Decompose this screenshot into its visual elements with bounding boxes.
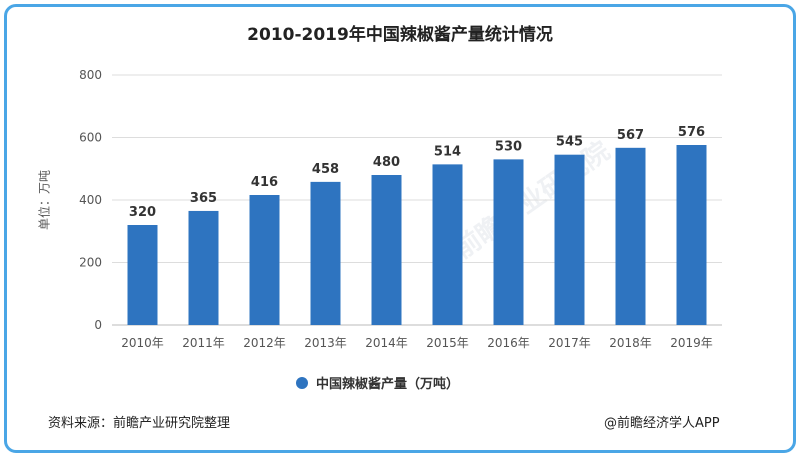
bar [676, 145, 707, 325]
y-tick-label: 800 [79, 68, 102, 82]
data-label: 365 [190, 191, 217, 206]
x-tick-label: 2019年 [670, 336, 713, 350]
bar-layer [127, 145, 707, 325]
label-layer: 0 200 400 600 800 320 2010年 365 2011年 416 2012年 458… [79, 68, 713, 350]
bar [310, 181, 341, 325]
bar [127, 225, 158, 325]
data-label: 567 [617, 128, 644, 143]
y-tick-label: 200 [79, 256, 102, 270]
x-tick-label: 2010年 [121, 336, 164, 350]
bar [615, 147, 646, 325]
data-label: 576 [678, 125, 705, 140]
legend-label: 中国辣椒酱产量（万吨） [316, 377, 460, 392]
chart-title: 2010-2019年中国辣椒酱产量统计情况 [247, 25, 553, 45]
bar [371, 175, 402, 325]
bar [249, 195, 280, 325]
y-tick-label: 600 [79, 131, 102, 145]
data-label: 416 [251, 175, 278, 190]
x-tick-label: 2011年 [182, 336, 225, 350]
bar [188, 210, 219, 325]
legend-marker [296, 376, 308, 389]
data-label: 530 [495, 139, 522, 154]
bar [432, 164, 463, 325]
y-tick-label: 400 [79, 193, 102, 207]
x-tick-label: 2015年 [426, 336, 469, 350]
data-label: 458 [312, 162, 339, 177]
x-tick-label: 2016年 [487, 336, 530, 350]
x-tick-label: 2014年 [365, 336, 408, 350]
bar [493, 159, 524, 325]
x-tick-label: 2018年 [609, 336, 652, 350]
x-tick-label: 2017年 [548, 336, 591, 350]
bar [554, 154, 585, 325]
legend: 中国辣椒酱产量（万吨） [296, 373, 459, 392]
data-label: 514 [434, 144, 461, 159]
x-tick-label: 2013年 [304, 336, 347, 350]
data-label: 480 [373, 155, 400, 170]
x-tick-label: 2012年 [243, 336, 286, 350]
source-note: 资料来源：前瞻产业研究院整理 [48, 416, 231, 431]
credit-note: @前瞻经济学人APP [604, 416, 720, 431]
data-label: 320 [129, 205, 156, 220]
y-tick-label: 0 [94, 318, 102, 332]
data-label: 545 [556, 135, 583, 150]
